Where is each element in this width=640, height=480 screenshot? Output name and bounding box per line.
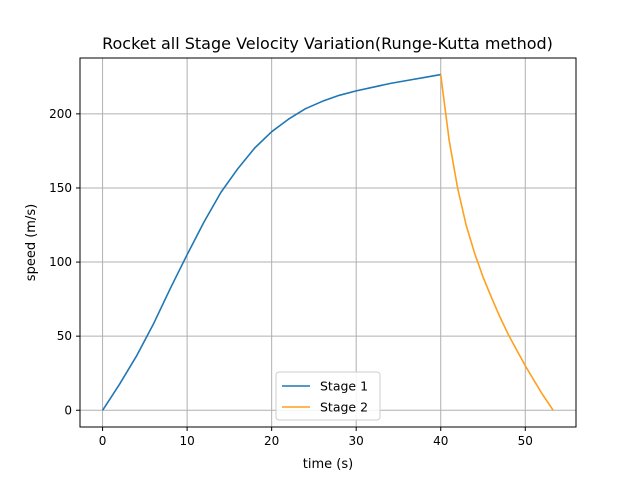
y-tick-label: 200 bbox=[49, 107, 72, 121]
legend: Stage 1 Stage 2 bbox=[275, 371, 381, 421]
legend-box bbox=[275, 371, 381, 421]
x-axis-label: time (s) bbox=[303, 457, 353, 472]
y-tick-label: 50 bbox=[57, 329, 72, 343]
grid bbox=[80, 58, 576, 427]
series-line-1 bbox=[101, 73, 441, 411]
tick-layer: 0 10 20 30 40 50 0 50 100 150 200 bbox=[49, 107, 533, 448]
chart-title: Rocket all Stage Velocity Variation(Rung… bbox=[102, 34, 553, 53]
y-tick-label: 150 bbox=[49, 181, 72, 195]
x-tick-label: 40 bbox=[433, 434, 448, 448]
y-tick-label: 100 bbox=[49, 255, 72, 269]
plot-frame bbox=[79, 57, 577, 428]
x-tick-label: 30 bbox=[349, 434, 364, 448]
legend-label: Stage 2 bbox=[320, 400, 368, 415]
y-axis-label: speed (m/s) bbox=[24, 204, 39, 281]
legend-label: Stage 1 bbox=[320, 379, 368, 394]
series-line-2 bbox=[439, 74, 554, 411]
x-tick-label: 0 bbox=[99, 434, 107, 448]
x-tick-label: 10 bbox=[179, 434, 194, 448]
x-tick-label: 50 bbox=[518, 434, 533, 448]
series-layer bbox=[101, 73, 554, 411]
y-tick-label: 0 bbox=[64, 403, 72, 417]
x-tick-label: 20 bbox=[264, 434, 279, 448]
